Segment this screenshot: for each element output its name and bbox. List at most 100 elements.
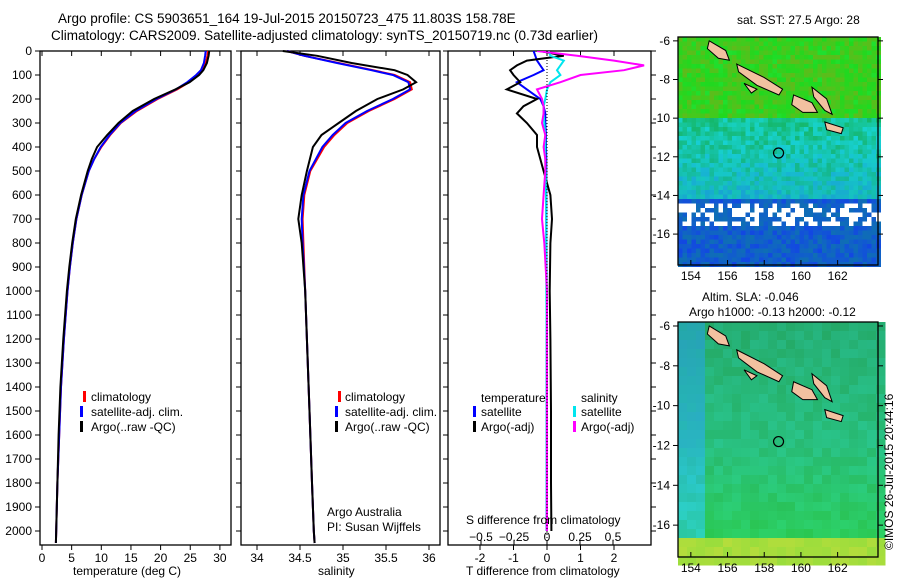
map-cell <box>790 172 796 177</box>
map-cell <box>840 556 850 566</box>
map-cell <box>754 181 760 186</box>
map-cell <box>678 73 683 78</box>
island-landmass <box>743 82 758 94</box>
map-cell <box>849 113 854 119</box>
map-cell <box>844 104 850 110</box>
map-cell <box>808 127 814 132</box>
map-cell <box>678 113 683 119</box>
map-cell <box>687 244 692 249</box>
map-cell <box>714 100 719 105</box>
map-cell <box>808 140 814 146</box>
map-cell <box>813 41 818 47</box>
map-cell <box>790 239 796 245</box>
map-cell <box>772 253 778 258</box>
map-cell <box>876 385 886 395</box>
map-cell <box>763 59 769 65</box>
map-cell <box>853 59 859 65</box>
map-cell <box>741 248 746 254</box>
map-cell <box>687 64 692 69</box>
map-cell <box>777 127 782 132</box>
map-cell <box>844 181 850 186</box>
map-cell <box>732 181 737 186</box>
map-cell <box>759 95 764 101</box>
map-cell <box>678 376 688 386</box>
map-cell <box>741 421 751 431</box>
map-cell <box>799 73 805 78</box>
map-cell <box>871 77 877 83</box>
map-cell <box>849 194 854 200</box>
map-cell <box>700 104 706 110</box>
map-cell <box>804 556 814 566</box>
map-cell <box>777 484 787 494</box>
map-cell <box>862 221 868 227</box>
map-cell <box>705 185 710 191</box>
map-cell <box>759 46 764 51</box>
map-cell <box>768 538 778 548</box>
map-cell <box>813 430 823 440</box>
map-cell <box>867 149 872 155</box>
map-cell <box>678 457 688 467</box>
map-cell <box>858 248 863 254</box>
map-cell <box>822 430 832 440</box>
map-cell <box>795 457 805 467</box>
map-cell <box>727 199 733 204</box>
map-cell <box>813 149 818 155</box>
map-cell <box>718 244 724 249</box>
map-cell <box>732 394 742 404</box>
map-cell <box>741 253 746 258</box>
map-cell <box>727 248 733 254</box>
map-cell <box>826 167 832 173</box>
map-cell <box>700 55 706 60</box>
map-cell <box>858 331 868 341</box>
map-cell <box>858 556 868 566</box>
map-cell <box>759 212 764 218</box>
map-cell <box>705 502 715 512</box>
map-cell <box>768 331 778 341</box>
map-cell <box>831 176 836 182</box>
map-cell <box>795 41 800 47</box>
map-cell <box>682 64 688 69</box>
map-cell <box>691 244 697 249</box>
map-cell <box>871 149 877 155</box>
map-cell <box>709 131 715 137</box>
map-cell <box>831 158 836 164</box>
map-cell <box>727 185 733 191</box>
map-cell <box>840 331 850 341</box>
map-cell <box>714 212 719 218</box>
map-cell <box>813 475 823 485</box>
map-cell <box>786 448 796 458</box>
map-cell <box>705 239 710 245</box>
map-cell <box>790 86 796 92</box>
map-cell <box>844 41 850 47</box>
map-cell <box>750 172 755 177</box>
map-cell <box>786 104 791 110</box>
map-cell <box>705 385 715 395</box>
map-cell <box>727 55 733 60</box>
map-cell <box>741 511 751 521</box>
map-cell <box>840 257 845 263</box>
map-cell <box>750 556 760 566</box>
map-cell <box>804 466 814 476</box>
map-cell <box>826 82 832 87</box>
map-cell <box>718 176 724 182</box>
map-cell <box>835 77 841 83</box>
map-cell <box>682 68 688 74</box>
map-cell <box>768 493 778 503</box>
map-cell <box>853 172 859 177</box>
lon-tick-label: 162 <box>828 561 848 575</box>
map-cell <box>867 194 872 200</box>
series-line-argo-raw-qc- <box>282 50 418 544</box>
map-cell <box>691 100 697 105</box>
map-cell <box>696 217 701 222</box>
map-cell <box>786 154 791 159</box>
map-cell <box>835 217 841 222</box>
map-cell <box>858 167 863 173</box>
map-cell <box>822 322 832 332</box>
map-cell <box>678 221 683 227</box>
map-cell <box>696 68 701 74</box>
map-cell <box>772 239 778 245</box>
map-cell <box>700 244 706 249</box>
map-cell <box>813 55 818 60</box>
map-cell <box>777 55 782 60</box>
